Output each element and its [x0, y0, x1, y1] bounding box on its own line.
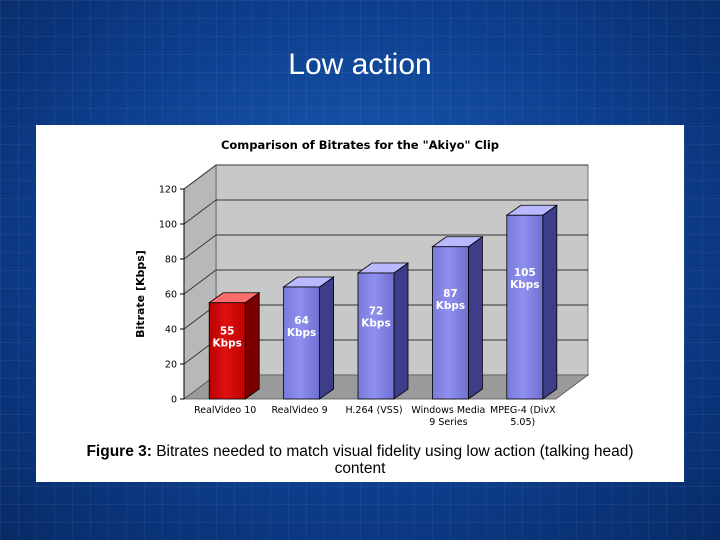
y-tick-label: 60 — [165, 290, 177, 301]
bar-value-unit: Kbps — [212, 338, 241, 350]
y-axis-label: Bitrate [Kbps] — [134, 250, 147, 338]
x-tick-label: 5.05) — [510, 417, 535, 428]
caption-text-line1: Bitrates needed to match visual fidelity… — [156, 443, 634, 460]
bar-value-label: 87 — [443, 288, 458, 300]
bar-value-unit: Kbps — [510, 279, 539, 291]
y-tick-label: 120 — [159, 185, 177, 196]
y-tick-label: 80 — [165, 255, 177, 266]
y-tick-label: 0 — [171, 395, 177, 406]
bar-chart: Comparison of Bitrates for the "Akiyo" C… — [134, 138, 590, 428]
bar — [208, 302, 246, 400]
figure-caption: Figure 3: Bitrates needed to match visua… — [36, 443, 684, 477]
bar-side — [393, 262, 409, 400]
caption-text-line2: content — [334, 460, 386, 477]
bar-side — [244, 291, 260, 400]
bar — [431, 246, 469, 400]
y-tick-label: 40 — [165, 325, 177, 336]
bar-value-unit: Kbps — [361, 318, 390, 330]
bar-value-label: 72 — [369, 306, 384, 318]
bar-value-unit: Kbps — [287, 327, 316, 339]
y-tick-label: 20 — [165, 360, 177, 371]
gridline-side — [183, 164, 217, 190]
bar-value-label: 64 — [294, 315, 309, 327]
x-tick-label: H.264 (VSS) — [345, 405, 402, 416]
x-tick-label: RealVideo 9 — [272, 405, 328, 416]
bar-side — [542, 204, 558, 400]
x-tick-label: 9 Series — [429, 417, 467, 428]
x-tick-label: RealVideo 10 — [194, 405, 256, 416]
bar-side — [467, 235, 483, 400]
bar — [357, 272, 395, 400]
figure-panel: Comparison of Bitrates for the "Akiyo" C… — [36, 125, 684, 482]
gridline-side — [183, 199, 217, 225]
x-tick-label: MPEG-4 (DivX — [490, 405, 556, 416]
chart-title: Comparison of Bitrates for the "Akiyo" C… — [221, 138, 499, 152]
caption-label: Figure 3: — [86, 443, 152, 460]
bar-value-label: 55 — [220, 326, 235, 338]
gridline-side — [183, 234, 217, 260]
slide-title: Low action — [288, 48, 432, 81]
bar — [283, 286, 321, 400]
bar-value-label: 105 — [514, 267, 536, 279]
y-tick-label: 100 — [159, 220, 177, 231]
bar-side — [319, 276, 335, 400]
bar-value-unit: Kbps — [436, 300, 465, 312]
bar — [506, 214, 544, 400]
gridline-side — [183, 269, 217, 295]
x-tick-label: Windows Media — [411, 405, 485, 416]
